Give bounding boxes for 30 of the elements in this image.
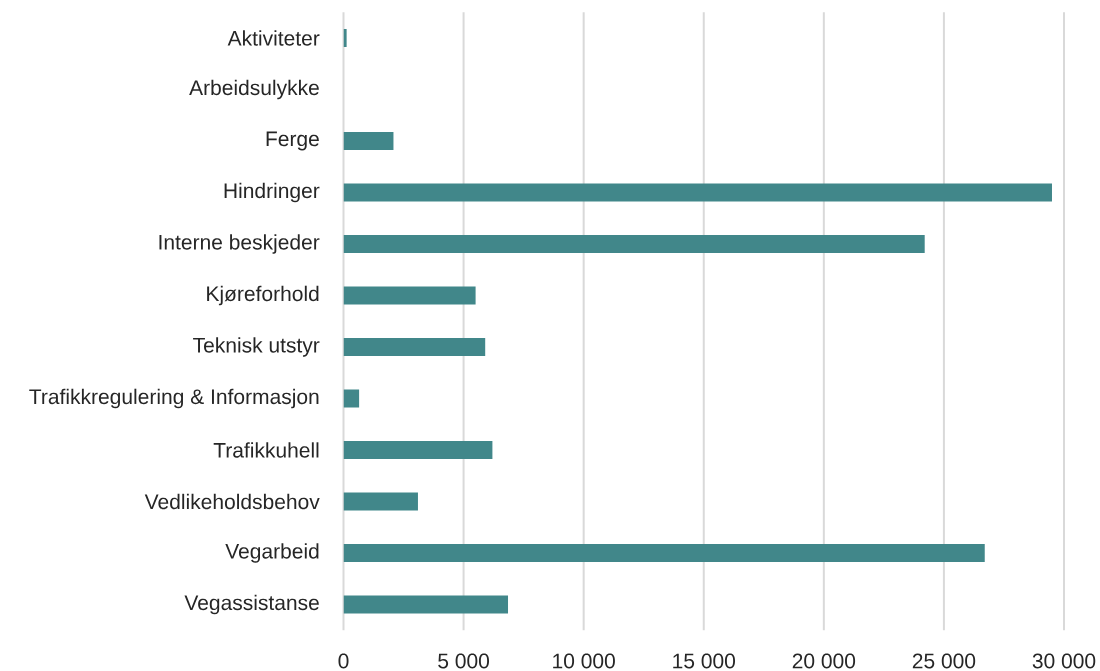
bar [343, 389, 360, 408]
y-tick-label: Kjøreforhold [207, 285, 319, 306]
y-tick-label: Teknisk utstyr [193, 337, 320, 357]
x-tick-label: 25 000 [912, 653, 976, 669]
bar [343, 492, 418, 511]
y-tick-label: Vegassistanse [184, 594, 319, 615]
x-tick-label: 15 000 [673, 653, 736, 669]
bar [343, 132, 394, 150]
y-tick-label: Trafikkuhell [213, 442, 319, 458]
bar [343, 29, 347, 47]
y-tick-label: Aktiviteter [227, 30, 320, 46]
bar [343, 183, 1052, 202]
bar [343, 440, 493, 459]
y-tick-label: Arbeidsulykke [189, 79, 319, 100]
x-tick-label: 20 000 [792, 653, 856, 669]
bar [343, 234, 925, 253]
y-tick-label: Ferge [266, 131, 319, 151]
y-tick-label: Interne beskjeder [159, 234, 320, 254]
y-tick-label: Vedlikeholdsbehov [144, 493, 320, 510]
y-tick-label: Trafikkregulering & Informasjon [29, 388, 319, 409]
bar [343, 337, 486, 356]
x-tick-label: 5 000 [438, 653, 490, 669]
bar [343, 595, 509, 614]
x-tick-label: 10 000 [553, 653, 615, 669]
y-tick-label: Vegarbeid [225, 543, 319, 563]
y-tick-label: Hindringer [224, 182, 320, 203]
x-tick-label: 0 [338, 653, 349, 669]
bar [343, 286, 476, 305]
bar [343, 543, 985, 562]
x-tick-label: 30 000 [1032, 653, 1096, 669]
